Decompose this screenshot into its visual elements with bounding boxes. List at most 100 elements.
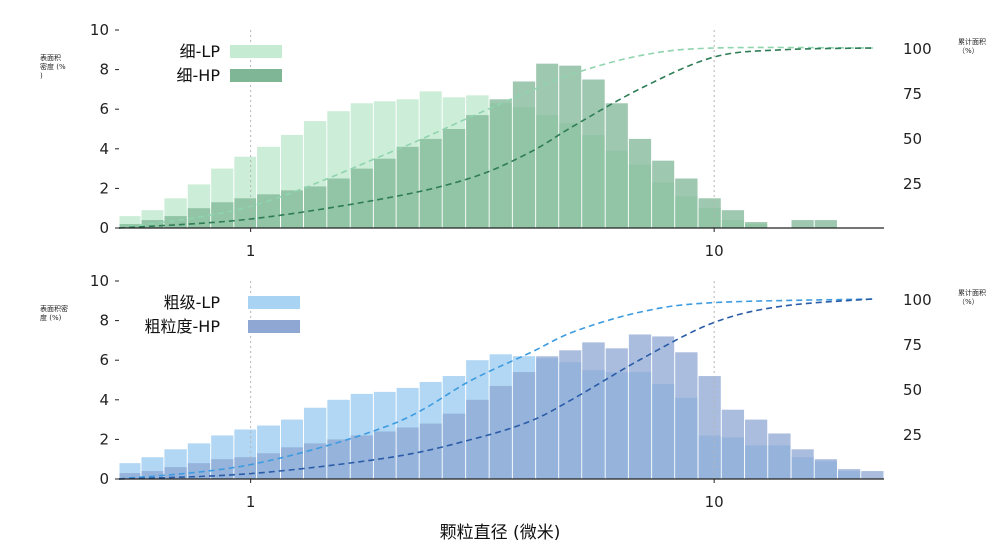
y-axis-label: 表面积	[40, 53, 61, 62]
y-tick-label: 6	[99, 100, 109, 118]
y2-tick-label: 25	[903, 426, 922, 444]
bar-细-LP-0	[119, 216, 141, 228]
x-tick-label: 10	[705, 242, 724, 260]
bar-细-HP-4	[211, 202, 234, 228]
y-tick-label: 2	[99, 430, 109, 448]
y2-tick-label: 75	[903, 85, 922, 103]
bar-细-HP-26	[721, 210, 745, 228]
legend-swatch	[248, 320, 300, 333]
y-tick-label: 2	[99, 179, 109, 197]
bar-细-HP-6	[257, 194, 281, 228]
bar-粗粒度-HP-3	[187, 463, 211, 479]
bar-粗粒度-HP-22	[628, 334, 652, 479]
y2-tick-label: 100	[903, 40, 932, 58]
bar-细-HP-18	[536, 63, 559, 228]
legend-swatch	[230, 45, 282, 58]
y2-axis-label: （%）	[958, 298, 979, 306]
bar-粗粒度-HP-11	[373, 431, 396, 479]
bar-粗粒度-HP-10	[350, 435, 373, 479]
y-tick-label: 0	[99, 219, 109, 237]
bar-细-HP-19	[559, 65, 582, 228]
bar-细-HP-10	[350, 168, 373, 228]
bar-粗粒度-HP-26	[721, 409, 745, 479]
bar-细-HP-21	[605, 103, 628, 228]
bar-细-HP-14	[442, 129, 466, 228]
bar-细-HP-2	[164, 216, 187, 228]
bar-细-HP-7	[281, 190, 303, 228]
legend: 粗级-LP 粗粒度-HP	[145, 293, 300, 336]
bar-细-HP-13	[419, 138, 442, 228]
y-tick-label: 10	[90, 272, 109, 290]
cumulative-curves	[118, 298, 873, 480]
cumulative-curve-粗级-LP	[118, 298, 873, 480]
bar-粗粒度-HP-19	[559, 350, 582, 479]
bar-粗粒度-HP-2	[164, 467, 187, 479]
bar-粗粒度-HP-13	[419, 423, 442, 479]
y2-tick-label: 25	[903, 175, 922, 193]
bar-粗粒度-HP-16	[489, 385, 512, 479]
bar-粗粒度-HP-27	[745, 419, 768, 479]
bar-粗粒度-HP-24	[675, 352, 698, 479]
y-axis-label: 表面积密	[40, 304, 68, 313]
legend-label: 粗级-LP	[164, 293, 221, 312]
x-axis-label: 颗粒直径 (微米)	[440, 523, 561, 543]
y2-tick-label: 50	[903, 381, 922, 399]
x-tick-label: 10	[705, 493, 724, 511]
legend: 细-LP 细-HP	[177, 42, 282, 85]
bar-group	[119, 63, 837, 228]
bar-细-HP-8	[303, 186, 327, 228]
cumulative-curves	[118, 46, 873, 229]
bar-细-HP-11	[373, 158, 396, 228]
bar-细-HP-30	[814, 220, 837, 228]
bar-细-HP-25	[698, 198, 721, 228]
y2-tick-label: 100	[903, 291, 932, 309]
bar-group	[119, 334, 884, 479]
bar-细-HP-24	[675, 178, 698, 228]
bar-粗粒度-HP-32	[861, 471, 884, 479]
bar-粗粒度-HP-30	[814, 459, 837, 479]
legend-label: 粗粒度-HP	[145, 317, 221, 336]
legend-label: 细-LP	[180, 42, 221, 61]
cumulative-curve-细-LP	[118, 46, 873, 229]
bar-粗粒度-HP-9	[327, 439, 350, 479]
y2-axis-label: 累计面积	[958, 37, 986, 46]
bar-粗粒度-HP-18	[536, 356, 559, 479]
y-tick-label: 8	[99, 61, 109, 79]
bar-细-HP-20	[582, 79, 605, 228]
bar-细-HP-23	[652, 160, 675, 228]
bar-粗粒度-HP-12	[396, 427, 419, 479]
y2-axis-label: 累计面积	[958, 288, 986, 297]
bar-粗粒度-HP-8	[303, 443, 327, 479]
bar-粗粒度-HP-21	[605, 348, 628, 479]
x-tick-label: 1	[246, 242, 256, 260]
bar-细-HP-22	[628, 138, 652, 228]
bar-粗粒度-HP-28	[768, 433, 791, 479]
bar-粗粒度-HP-14	[442, 413, 466, 479]
y-tick-label: 6	[99, 351, 109, 369]
bar-细-HP-27	[745, 222, 768, 228]
bar-粗粒度-HP-0	[119, 473, 141, 479]
bar-粗粒度-HP-31	[837, 469, 861, 479]
bar-粗粒度-HP-23	[652, 336, 675, 479]
bar-粗粒度-HP-25	[698, 376, 721, 479]
bar-粗粒度-HP-1	[141, 471, 164, 479]
cumulative-curve-细-HP	[118, 47, 873, 229]
y-axis-label: 度 (%)	[40, 313, 62, 322]
bar-细-HP-16	[489, 99, 512, 228]
y-tick-label: 8	[99, 312, 109, 330]
bar-细-HP-12	[396, 146, 419, 228]
y2-tick-label: 50	[903, 130, 922, 148]
bar-细-HP-15	[466, 115, 489, 228]
legend-swatch	[248, 296, 300, 309]
bar-粗粒度-HP-6	[257, 453, 281, 479]
bar-细-HP-5	[234, 198, 257, 228]
y-axis-label: )	[40, 72, 43, 80]
bar-粗粒度-HP-15	[466, 399, 489, 479]
bar-粗粒度-HP-29	[791, 449, 814, 479]
y-tick-label: 0	[99, 470, 109, 488]
y-axis-label: 密度 (%	[40, 62, 66, 71]
cumulative-curve-粗粒度-HP	[118, 298, 873, 480]
